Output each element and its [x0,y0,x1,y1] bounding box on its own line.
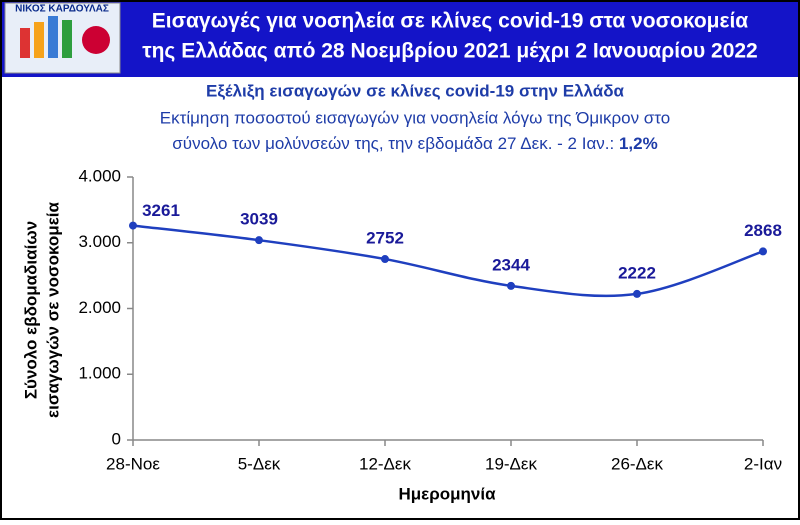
y-tick-label: 1.000 [78,364,121,383]
x-tick-label: 12-Δεκ [359,454,412,473]
chart-title: Εξέλιξη εισαγωγών σε κλίνες covid-19 στη… [206,81,625,100]
chart-subtitle: σύνολο των μολύνσεών της, την εβδομάδα 2… [172,134,657,153]
y-axis-label: Σύνολο εβδομαδιαίων [21,221,40,399]
data-label: 3039 [240,210,278,229]
logo-icon [20,28,30,58]
header-bar [0,0,800,77]
y-tick-label: 3.000 [78,232,121,251]
data-label: 3261 [142,201,180,220]
header-title: της Ελλάδας από 28 Νοεμβρίου 2021 μέχρι … [142,40,758,63]
data-label: 2344 [492,255,530,274]
plot: 0 1.000 2.000 3.000 4.000 28-Νοε 5-Δεκ 12-Δεκ 19… [78,166,782,473]
marker [381,255,389,264]
marker [255,236,263,245]
x-tick-label: 2-Ιαν [744,454,782,473]
chart-subtitle: Εκτίμηση ποσοστού εισαγωγών για νοσηλεία… [160,108,670,127]
logo-icon [62,20,72,58]
y-axis-label: εισαγωγών σε νοσοκομεία [43,202,62,418]
data-label: 2752 [366,229,404,248]
marker [633,289,641,298]
header-title: Εισαγωγές για νοσηλεία σε κλίνες covid-1… [152,10,749,33]
logo-icon [48,16,58,58]
data-label: 2868 [744,221,782,240]
y-tick-label: 0 [112,429,121,448]
logo-name: ΝΙΚΟΣ ΚΑΡΔΟΥΛΑΣ [15,4,109,15]
logo-icon [82,26,110,54]
marker [507,281,515,290]
subtitle-text: σύνολο των μολύνσεών της, την εβδομάδα 2… [172,134,619,153]
data-label: 2222 [618,263,656,282]
line [132,224,764,298]
marker [129,221,137,230]
x-tick-label: 5-Δεκ [238,454,281,473]
y-tick-label: 2.000 [78,298,121,317]
logo-icon [34,22,44,58]
x-tick-label: 28-Νοε [106,454,160,473]
x-tick-label: 26-Δεκ [611,454,664,473]
y-tick-label: 4.000 [78,166,121,185]
x-axis-label: Ημερομηνία [398,484,496,503]
x-tick-label: 19-Δεκ [485,454,538,473]
subtitle-highlight: 1,2% [619,134,658,153]
marker [759,247,767,256]
